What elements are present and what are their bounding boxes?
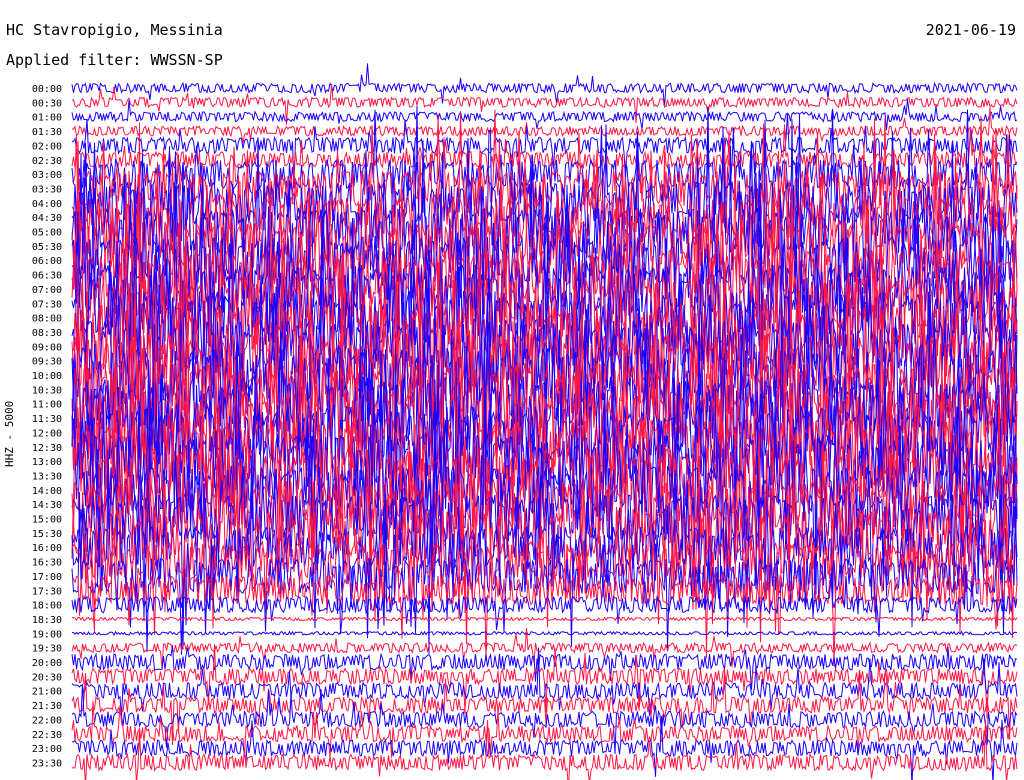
row-time-label: 20:30 <box>32 672 62 683</box>
trace-row-1130 <box>71 280 1018 554</box>
row-time-label: 02:30 <box>32 156 62 167</box>
row-time-label: 12:30 <box>32 443 62 454</box>
trace-row-2130 <box>71 671 1018 746</box>
row-time-label: 15:00 <box>32 515 62 526</box>
row-time-label: 07:00 <box>32 285 62 296</box>
trace-row-0200 <box>71 113 1018 189</box>
date-label: 2021-06-19 <box>925 21 1016 39</box>
row-time-label: 04:00 <box>32 199 62 210</box>
row-time-label: 20:00 <box>32 658 62 669</box>
row-time-label: 03:00 <box>32 170 62 181</box>
trace-row-0730 <box>71 160 1018 445</box>
row-time-label: 16:00 <box>32 543 62 554</box>
station-title: HC Stavropigio, Messinia <box>6 21 223 39</box>
row-time-label: 13:00 <box>32 457 62 468</box>
row-time-label: 23:30 <box>32 758 62 769</box>
trace-row-1800 <box>71 561 1018 637</box>
row-time-label: 05:30 <box>32 242 62 253</box>
row-time-label: 10:00 <box>32 371 62 382</box>
trace-row-0000 <box>71 63 1018 108</box>
row-time-label: 07:30 <box>32 299 62 310</box>
trace-row-1830 <box>71 616 1018 622</box>
trace-row-2330 <box>71 719 1018 780</box>
row-time-label: 23:00 <box>32 744 62 755</box>
trace-row-2200 <box>71 684 1018 754</box>
row-time-label: 18:30 <box>32 615 62 626</box>
row-time-label: 18:00 <box>32 601 62 612</box>
trace-row-1300 <box>71 325 1018 604</box>
row-time-label: 08:30 <box>32 328 62 339</box>
row-time-label: 04:30 <box>32 213 62 224</box>
trace-row-1730 <box>71 525 1018 667</box>
trace-row-0400 <box>71 106 1018 305</box>
trace-row-0130 <box>71 107 1018 144</box>
row-time-label: 01:30 <box>32 127 62 138</box>
row-time-label: 22:30 <box>32 730 62 741</box>
trace-row-1530 <box>71 418 1018 659</box>
trace-row-0930 <box>71 220 1018 505</box>
row-time-label: 21:30 <box>32 701 62 712</box>
row-time-label: 02:00 <box>32 141 62 152</box>
row-time-label: 21:00 <box>32 687 62 698</box>
row-time-label: 09:30 <box>32 357 62 368</box>
trace-row-2230 <box>71 700 1018 759</box>
trace-row-1930 <box>71 627 1018 669</box>
row-time-label: 19:30 <box>32 644 62 655</box>
row-time-label: 12:00 <box>32 428 62 439</box>
row-time-label: 08:00 <box>32 314 62 325</box>
row-time-label: 16:30 <box>32 558 62 569</box>
trace-row-1700 <box>71 492 1018 655</box>
row-time-label: 17:30 <box>32 586 62 597</box>
trace-row-2300 <box>71 715 1018 780</box>
row-time-label: 10:30 <box>32 385 62 396</box>
row-time-label: 03:30 <box>32 184 62 195</box>
row-time-label: 00:30 <box>32 98 62 109</box>
row-time-label: 11:30 <box>32 414 62 425</box>
row-time-label: 00:00 <box>32 84 62 95</box>
row-time-label: 22:00 <box>32 715 62 726</box>
row-time-label: 01:00 <box>32 113 62 124</box>
trace-row-2030 <box>71 644 1018 719</box>
row-time-label: 06:30 <box>32 271 62 282</box>
trace-row-0100 <box>71 98 1018 131</box>
row-time-label: 14:00 <box>32 486 62 497</box>
trace-row-0030 <box>71 83 1018 125</box>
trace-row-2000 <box>71 645 1018 690</box>
row-time-label: 09:00 <box>32 342 62 353</box>
row-time-label: 06:00 <box>32 256 62 267</box>
filter-subtitle: Applied filter: WWSSN-SP <box>6 51 223 69</box>
row-time-label: 17:00 <box>32 572 62 583</box>
trace-row-1600 <box>71 443 1018 655</box>
trace-row-1630 <box>71 476 1018 645</box>
trace-row-0900 <box>71 217 1018 482</box>
row-time-label: 19:00 <box>32 629 62 640</box>
trace-row-1100 <box>71 284 1018 536</box>
row-time-label: 14:30 <box>32 500 62 511</box>
row-time-label: 15:30 <box>32 529 62 540</box>
row-time-label: 11:00 <box>32 400 62 411</box>
trace-row-1200 <box>71 292 1018 559</box>
trace-row-1900 <box>71 630 1018 636</box>
row-time-label: 05:00 <box>32 228 62 239</box>
row-time-label: 13:30 <box>32 471 62 482</box>
